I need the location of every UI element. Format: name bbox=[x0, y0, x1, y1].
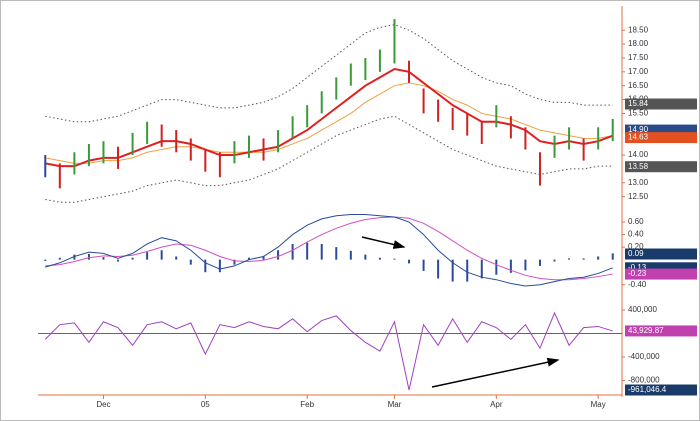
value-badge-label: 43,929.87 bbox=[628, 326, 664, 335]
y-tick-label: -400,000 bbox=[628, 352, 660, 361]
x-tick-label: Apr bbox=[490, 400, 503, 409]
value-badge-label: 14.63 bbox=[628, 133, 649, 142]
y-tick-label: 15.50 bbox=[628, 109, 649, 118]
x-tick-label: Feb bbox=[300, 400, 314, 409]
y-tick-label: 400,000 bbox=[628, 305, 657, 314]
value-badge bbox=[625, 325, 697, 337]
y-tick-label: 16.50 bbox=[628, 81, 649, 90]
value-badge-label: 14.90 bbox=[628, 125, 649, 134]
value-badge bbox=[625, 384, 697, 396]
y-tick-label: 13.00 bbox=[628, 178, 649, 187]
y-tick-label: 0.40 bbox=[628, 230, 644, 239]
y-tick-label: 18.00 bbox=[628, 39, 649, 48]
series-line bbox=[45, 24, 613, 123]
y-tick-label: 17.50 bbox=[628, 53, 649, 62]
y-tick-label: 18.50 bbox=[628, 25, 649, 34]
value-badge bbox=[625, 98, 697, 110]
value-badge bbox=[625, 132, 697, 144]
value-badge bbox=[625, 262, 697, 274]
value-badge-label: 13.58 bbox=[628, 162, 649, 171]
value-badge bbox=[625, 268, 697, 280]
series-line bbox=[45, 115, 613, 203]
y-tick-label: 14.00 bbox=[628, 150, 649, 159]
value-badge-label: 0.09 bbox=[628, 249, 644, 258]
annotation-arrow bbox=[431, 357, 560, 388]
x-tick-label: 05 bbox=[201, 400, 210, 409]
series-line bbox=[45, 214, 613, 287]
series-line bbox=[45, 82, 613, 164]
y-tick-label: 0.20 bbox=[628, 242, 644, 251]
x-tick-label: Mar bbox=[388, 400, 402, 409]
value-badge-label: -0.23 bbox=[628, 269, 647, 278]
x-tick-label: May bbox=[591, 400, 606, 409]
y-tick-label: 17.00 bbox=[628, 67, 649, 76]
value-badge bbox=[625, 248, 697, 260]
value-badge-label: -0.13 bbox=[628, 263, 647, 272]
value-badge bbox=[625, 124, 697, 136]
series-line bbox=[44, 311, 613, 391]
value-badge-label: -961,046.4 bbox=[628, 385, 667, 394]
value-badge-label: 15.84 bbox=[628, 99, 649, 108]
y-tick-label: -800,000 bbox=[628, 376, 660, 385]
annotation-arrow bbox=[361, 236, 406, 249]
y-tick-label: 12.50 bbox=[628, 192, 649, 201]
y-tick-label: -0.40 bbox=[628, 280, 647, 289]
series-line bbox=[45, 67, 614, 168]
x-tick-label: Dec bbox=[96, 400, 110, 409]
y-tick-label: 0.60 bbox=[628, 217, 644, 226]
series-line bbox=[45, 216, 613, 281]
value-badge bbox=[625, 161, 697, 173]
